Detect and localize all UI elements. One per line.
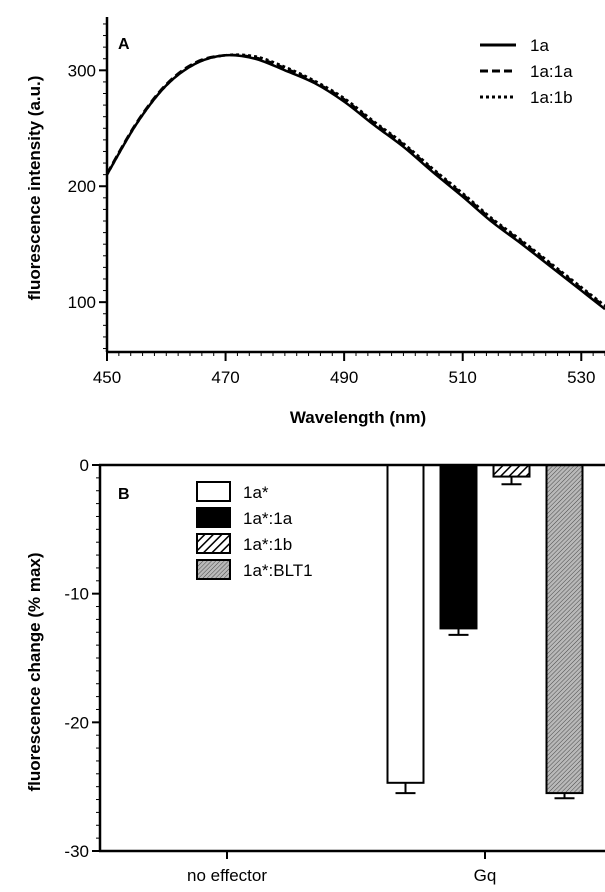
panel-a-series-line-0: [107, 53, 605, 311]
panel-b-y-tick-label: 0: [80, 456, 89, 475]
panel-a-axes: 100 200 300 450 470 490 510 530: [68, 17, 605, 387]
panel-a-legend-label: 1a:1b: [530, 88, 573, 107]
panel-a-xlabel: Wavelength (nm): [290, 408, 426, 427]
panel-b-bar: [386, 464, 425, 784]
panel-b-legend: 1a* 1a*:1a 1a*:1b 1a*:BLT1: [196, 481, 313, 580]
panel-b-category-label: Gq: [474, 866, 497, 885]
panel-a-label: A: [118, 36, 130, 53]
panel-b-bar: [492, 464, 531, 478]
panel-b-category-label: no effector: [187, 866, 267, 885]
panel-b-label: B: [118, 486, 130, 503]
panel-a-series-line-2: [107, 53, 605, 307]
panel-a-legend-label: 1a: [530, 36, 549, 55]
panel-b-y-tick-label: -20: [64, 713, 89, 732]
panel-a-y-tick-label: 200: [68, 177, 96, 196]
panel-b: B 0 -10 -20 -30 no effector Gq 1a* 1a*:1a 1a*:1…: [25, 456, 605, 885]
panel-a-x-tick-label: 490: [330, 368, 358, 387]
panel-b-bar: [545, 464, 584, 795]
panel-a-lines: [107, 53, 605, 311]
panel-b-ylabel: fluorescence change (% max): [25, 552, 44, 791]
panel-b-legend-label: 1a*:BLT1: [243, 561, 313, 580]
panel-b-bar: [439, 464, 478, 630]
panel-b-y-tick-label: -10: [64, 585, 89, 604]
panel-b-y-tick-label: -30: [64, 842, 89, 861]
panel-a-x-tick-label: 470: [211, 368, 239, 387]
panel-b-legend-swatch: [196, 559, 231, 580]
panel-a-legend-label: 1a:1a: [530, 62, 573, 81]
panel-a-y-tick-label: 100: [68, 293, 96, 312]
panel-b-axes: 0 -10 -20 -30 no effector Gq: [64, 456, 605, 885]
panel-b-legend-swatch: [196, 533, 231, 554]
panel-b-legend-label: 1a*:1a: [243, 509, 293, 528]
panel-a-y-tick-label: 300: [68, 61, 96, 80]
panel-a-x-tick-label: 450: [93, 368, 121, 387]
panel-b-bars: [386, 464, 584, 800]
panel-b-legend-swatch: [196, 507, 231, 528]
panel-a-x-tick-label: 530: [567, 368, 595, 387]
panel-b-legend-label: 1a*:1b: [243, 535, 292, 554]
panel-a-ylabel: fluorescence intensity (a.u.): [25, 76, 44, 301]
panel-b-legend-label: 1a*: [243, 483, 269, 502]
panel-a-legend: 1a 1a:1a 1a:1b: [480, 36, 573, 107]
panel-b-legend-swatch: [196, 481, 231, 502]
panel-a-x-tick-label: 510: [449, 368, 477, 387]
